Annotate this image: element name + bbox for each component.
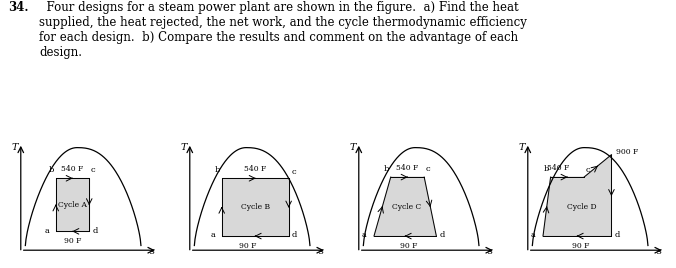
Text: b: b bbox=[49, 166, 54, 174]
Text: b: b bbox=[215, 166, 220, 174]
Text: 90 F: 90 F bbox=[64, 237, 81, 245]
Text: 90 F: 90 F bbox=[400, 242, 417, 250]
Polygon shape bbox=[543, 155, 611, 236]
Text: 90 F: 90 F bbox=[572, 242, 589, 250]
Text: Cycle C: Cycle C bbox=[391, 203, 421, 211]
Text: Four designs for a steam power plant are shown in the figure.  a) Find the heat
: Four designs for a steam power plant are… bbox=[39, 1, 527, 59]
Text: T: T bbox=[349, 143, 356, 152]
Text: b: b bbox=[384, 165, 389, 173]
Polygon shape bbox=[222, 178, 289, 236]
Text: c: c bbox=[426, 165, 431, 173]
Text: a: a bbox=[211, 231, 216, 239]
Text: Cycle D: Cycle D bbox=[566, 203, 596, 211]
Text: b: b bbox=[544, 165, 549, 173]
Text: 90 F: 90 F bbox=[239, 242, 256, 250]
Text: s: s bbox=[487, 247, 493, 256]
Text: s: s bbox=[149, 247, 155, 256]
Text: d: d bbox=[92, 226, 97, 234]
Text: s: s bbox=[656, 247, 662, 256]
Text: d: d bbox=[292, 231, 297, 239]
Text: T: T bbox=[518, 143, 525, 152]
Text: s: s bbox=[318, 247, 324, 256]
Text: 540 F: 540 F bbox=[396, 164, 418, 172]
Text: 540 F: 540 F bbox=[244, 165, 266, 173]
Text: a: a bbox=[362, 231, 366, 239]
Text: 540 F: 540 F bbox=[547, 164, 569, 172]
Text: T: T bbox=[180, 143, 187, 152]
Text: Cycle B: Cycle B bbox=[241, 203, 270, 211]
Polygon shape bbox=[374, 177, 437, 236]
Text: a: a bbox=[531, 231, 535, 239]
Polygon shape bbox=[55, 178, 89, 231]
Text: 540 F: 540 F bbox=[62, 165, 84, 173]
Text: c: c bbox=[292, 168, 296, 176]
Text: 900 F: 900 F bbox=[616, 147, 638, 155]
Text: c: c bbox=[585, 166, 590, 174]
Text: c: c bbox=[91, 166, 95, 174]
Text: d: d bbox=[614, 231, 620, 239]
Text: 34.: 34. bbox=[8, 1, 28, 14]
Text: d: d bbox=[439, 231, 445, 239]
Text: T: T bbox=[11, 143, 18, 152]
Text: Cycle A: Cycle A bbox=[58, 201, 87, 209]
Text: a: a bbox=[45, 226, 50, 234]
